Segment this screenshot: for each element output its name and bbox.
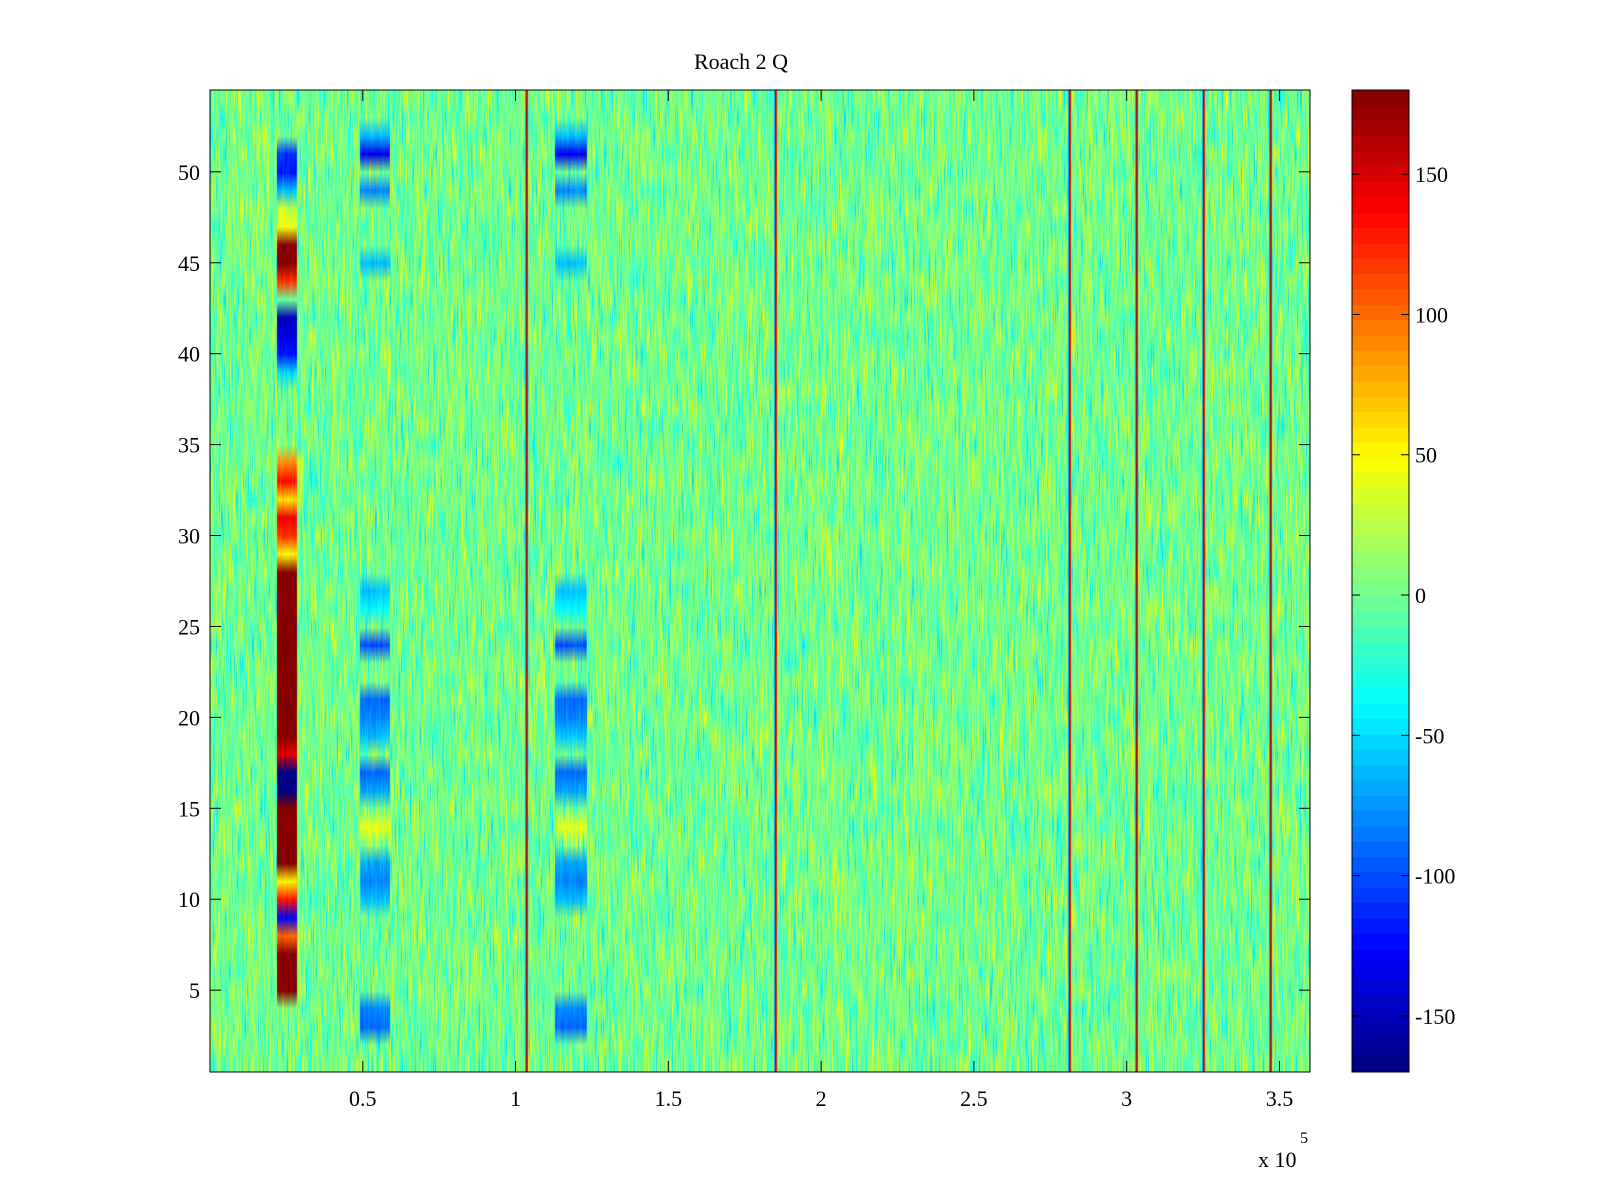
x-tick-label: 3.5	[1266, 1086, 1294, 1111]
x-multiplier-exponent: 5	[1300, 1130, 1308, 1147]
y-axis: 5 10 15 20 25 30 35 40 45 50	[178, 160, 1310, 1003]
colorbar-tick-label: 100	[1415, 302, 1448, 327]
x-axis: 0.5 1 1.5 2 2.5 3 3.5	[349, 90, 1293, 1111]
plot-frame	[209, 89, 1311, 1073]
y-tick-label: 40	[178, 342, 200, 367]
colorbar-tick-label: -150	[1415, 1004, 1455, 1029]
y-tick-label: 50	[178, 160, 200, 185]
plot-area	[209, 89, 1311, 1073]
y-tick-label: 15	[178, 796, 200, 821]
colorbar: 150 100 50 0 -50 -100 -150	[1351, 89, 1455, 1073]
x-tick-label: 0.5	[349, 1086, 377, 1111]
x-tick-label: 1.5	[655, 1086, 683, 1111]
chart-title: Roach 2 Q	[694, 49, 788, 74]
y-tick-label: 35	[178, 433, 200, 458]
x-tick-label: 1	[510, 1086, 521, 1111]
y-tick-label: 20	[178, 705, 200, 730]
y-tick-label: 10	[178, 887, 200, 912]
x-tick-label: 3	[1121, 1086, 1132, 1111]
colorbar-tick-label: -100	[1415, 864, 1455, 889]
x-tick-label: 2	[816, 1086, 827, 1111]
heatmap-image	[210, 90, 1310, 1072]
colorbar-tick-label: -50	[1415, 723, 1444, 748]
x-multiplier-label: x 10	[1258, 1147, 1297, 1172]
colorbar-tick-label: 50	[1415, 443, 1437, 468]
y-tick-label: 5	[189, 978, 200, 1003]
x-tick-label: 2.5	[960, 1086, 988, 1111]
colorbar-gradient	[1352, 90, 1409, 1072]
colorbar-ticks: 150 100 50 0 -50 -100 -150	[1352, 162, 1455, 1029]
y-tick-label: 45	[178, 251, 200, 276]
y-tick-label: 30	[178, 524, 200, 549]
colorbar-tick-label: 0	[1415, 583, 1426, 608]
colorbar-tick-label: 150	[1415, 162, 1448, 187]
y-tick-label: 25	[178, 614, 200, 639]
colorbar-frame	[1351, 89, 1410, 1073]
